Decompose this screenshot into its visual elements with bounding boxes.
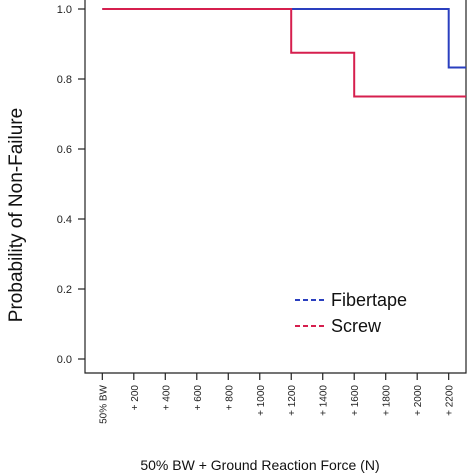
series-line-fibertape: [102, 8, 466, 69]
x-tick-label: + 2200: [445, 385, 456, 416]
x-tick-label: 50% BW: [98, 384, 109, 423]
x-axis-title: 50% BW + Ground Reaction Force (N): [140, 457, 379, 473]
x-tick-label: + 2000: [413, 385, 424, 416]
series-line-screw: [102, 8, 466, 98]
x-tick-label: + 1200: [287, 385, 298, 416]
x-tick-label: + 1800: [382, 385, 393, 416]
y-axis-title: Probability of Non-Failure: [6, 108, 27, 322]
plot-frame: [84, 0, 467, 374]
y-tick-label: 0.4: [57, 214, 72, 226]
x-tick-label: + 400: [161, 385, 172, 411]
x-tick-label: + 1400: [319, 385, 330, 416]
y-axis-title-text: Probability of Non-Failure: [6, 108, 27, 322]
x-tick-label: + 600: [193, 385, 204, 411]
y-tick-label: 0.8: [57, 74, 72, 86]
x-tick-label: + 200: [130, 385, 141, 411]
plot-area: 0.0 0.2 0.4 0.6 0.8 1.0 50% BW + 200 + 400 + 600 +…: [57, 0, 467, 424]
x-tick-label: + 800: [224, 385, 235, 411]
y-tick-label: 0.2: [57, 284, 72, 296]
legend-label-screw: Screw: [331, 316, 382, 336]
x-tick-label: + 1000: [256, 385, 267, 416]
y-tick-label: 1.0: [57, 4, 72, 16]
y-tick-label: 0.0: [57, 354, 72, 366]
legend-label-fibertape: Fibertape: [331, 290, 407, 310]
x-tick-label: + 1600: [350, 385, 361, 416]
y-tick-label: 0.6: [57, 144, 72, 156]
